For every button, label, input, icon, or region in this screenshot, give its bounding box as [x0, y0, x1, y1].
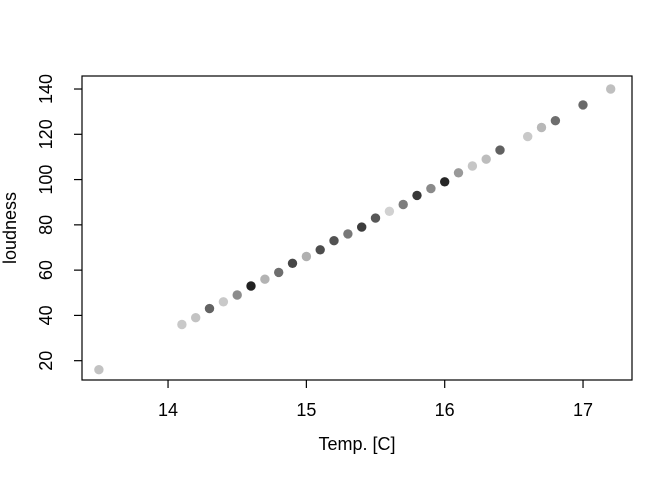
data-point: [218, 297, 229, 307]
data-point: [370, 213, 381, 223]
data-point: [481, 154, 491, 164]
data-point: [94, 365, 104, 375]
data-point: [357, 222, 367, 232]
y-tick-label: 100: [36, 165, 56, 195]
y-tick-label: 40: [36, 305, 56, 325]
y-axis-title: loudness: [0, 192, 20, 264]
data-point: [177, 319, 187, 330]
x-axis-title: Temp. [C]: [318, 434, 395, 454]
x-axis: 14 15 16 17: [158, 380, 593, 420]
data-point: [440, 177, 450, 187]
data-point: [315, 245, 325, 255]
x-tick-label: 17: [573, 400, 593, 420]
data-point: [578, 100, 588, 110]
data-point: [384, 206, 395, 216]
data-point: [467, 161, 478, 171]
data-point: [260, 274, 270, 284]
data-point: [301, 251, 312, 262]
data-point: [523, 131, 533, 142]
y-tick-label: 120: [36, 119, 56, 149]
data-point: [246, 281, 256, 291]
data-point: [412, 190, 422, 201]
data-point: [550, 116, 561, 126]
y-tick-label: 20: [36, 351, 56, 371]
y-axis: 20 40 60 80 100 120 140: [36, 74, 82, 371]
data-point: [426, 183, 436, 194]
data-point: [495, 145, 505, 155]
x-tick-label: 15: [296, 400, 316, 420]
data-point: [287, 258, 298, 268]
data-point: [274, 267, 284, 278]
y-tick-label: 140: [36, 74, 56, 104]
plot-box: [81, 75, 633, 381]
data-point: [453, 168, 464, 178]
data-point: [536, 122, 547, 133]
data-point: [329, 236, 339, 246]
data-point: [204, 303, 215, 314]
data-point: [606, 84, 616, 94]
data-point: [191, 313, 201, 323]
x-tick-label: 16: [435, 400, 455, 420]
data-points: [94, 84, 616, 375]
y-tick-label: 60: [36, 260, 56, 280]
data-point: [232, 290, 242, 300]
y-tick-label: 80: [36, 215, 56, 235]
data-point: [398, 199, 408, 210]
data-point: [343, 229, 353, 239]
x-tick-label: 14: [158, 400, 178, 420]
